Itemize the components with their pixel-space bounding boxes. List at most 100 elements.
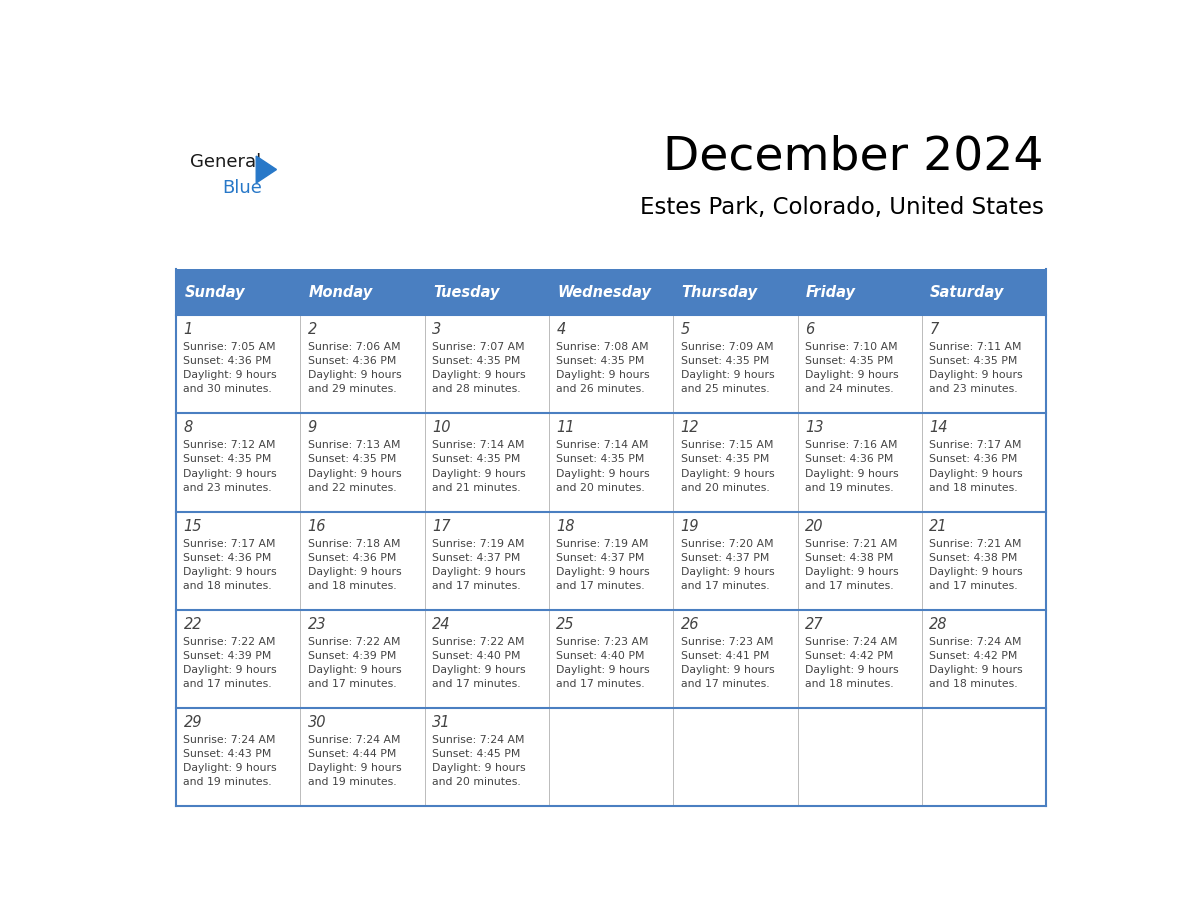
Text: Sunrise: 7:17 AM: Sunrise: 7:17 AM (929, 441, 1022, 450)
Bar (922, 269, 1047, 315)
Text: 7: 7 (929, 322, 939, 337)
Text: Sunrise: 7:22 AM: Sunrise: 7:22 AM (183, 637, 276, 647)
Text: 19: 19 (681, 519, 700, 533)
Text: Sunrise: 7:14 AM: Sunrise: 7:14 AM (556, 441, 649, 450)
Bar (549, 610, 674, 708)
Bar (301, 269, 424, 315)
Text: and 24 minutes.: and 24 minutes. (805, 385, 893, 395)
Text: Sunrise: 7:23 AM: Sunrise: 7:23 AM (556, 637, 649, 647)
Text: Daylight: 9 hours: Daylight: 9 hours (183, 763, 277, 773)
Text: and 19 minutes.: and 19 minutes. (805, 483, 893, 493)
Text: Sunrise: 7:24 AM: Sunrise: 7:24 AM (929, 637, 1022, 647)
Text: 16: 16 (308, 519, 327, 533)
Text: and 19 minutes.: and 19 minutes. (308, 778, 397, 788)
Text: 24: 24 (432, 617, 450, 632)
Bar (797, 269, 922, 315)
Text: Daylight: 9 hours: Daylight: 9 hours (805, 665, 898, 675)
Bar (301, 413, 424, 511)
Text: Sunrise: 7:23 AM: Sunrise: 7:23 AM (681, 637, 773, 647)
Text: Sunset: 4:43 PM: Sunset: 4:43 PM (183, 749, 272, 759)
Text: Sunset: 4:35 PM: Sunset: 4:35 PM (681, 454, 769, 465)
Text: Sunrise: 7:17 AM: Sunrise: 7:17 AM (183, 539, 276, 549)
Text: Sunset: 4:36 PM: Sunset: 4:36 PM (308, 553, 396, 563)
Text: Sunset: 4:35 PM: Sunset: 4:35 PM (556, 356, 645, 366)
Text: Sunset: 4:35 PM: Sunset: 4:35 PM (432, 454, 520, 465)
Text: Sunset: 4:36 PM: Sunset: 4:36 PM (929, 454, 1018, 465)
Text: Daylight: 9 hours: Daylight: 9 hours (183, 468, 277, 478)
Text: Sunrise: 7:18 AM: Sunrise: 7:18 AM (308, 539, 400, 549)
Text: Sunrise: 7:05 AM: Sunrise: 7:05 AM (183, 342, 276, 352)
Bar (674, 269, 797, 315)
Text: and 21 minutes.: and 21 minutes. (432, 483, 520, 493)
Text: and 26 minutes.: and 26 minutes. (556, 385, 645, 395)
Text: and 20 minutes.: and 20 minutes. (432, 778, 520, 788)
Text: and 23 minutes.: and 23 minutes. (183, 483, 272, 493)
Text: Sunrise: 7:06 AM: Sunrise: 7:06 AM (308, 342, 400, 352)
Text: 15: 15 (183, 519, 202, 533)
Bar (176, 511, 301, 610)
Text: Sunrise: 7:24 AM: Sunrise: 7:24 AM (805, 637, 897, 647)
Text: Sunrise: 7:19 AM: Sunrise: 7:19 AM (556, 539, 649, 549)
Text: 25: 25 (556, 617, 575, 632)
Text: Daylight: 9 hours: Daylight: 9 hours (929, 665, 1023, 675)
Text: and 18 minutes.: and 18 minutes. (929, 483, 1018, 493)
Text: Sunrise: 7:14 AM: Sunrise: 7:14 AM (432, 441, 525, 450)
Text: Sunrise: 7:21 AM: Sunrise: 7:21 AM (805, 539, 897, 549)
Text: and 28 minutes.: and 28 minutes. (432, 385, 520, 395)
Text: Daylight: 9 hours: Daylight: 9 hours (805, 566, 898, 577)
Bar (425, 413, 549, 511)
Text: Sunset: 4:35 PM: Sunset: 4:35 PM (183, 454, 272, 465)
Text: Sunrise: 7:09 AM: Sunrise: 7:09 AM (681, 342, 773, 352)
Text: Sunset: 4:35 PM: Sunset: 4:35 PM (308, 454, 396, 465)
Text: Daylight: 9 hours: Daylight: 9 hours (556, 665, 650, 675)
Text: Sunrise: 7:11 AM: Sunrise: 7:11 AM (929, 342, 1022, 352)
Text: and 17 minutes.: and 17 minutes. (556, 679, 645, 689)
Text: 6: 6 (805, 322, 814, 337)
Text: Sunrise: 7:22 AM: Sunrise: 7:22 AM (432, 637, 525, 647)
Text: Sunset: 4:36 PM: Sunset: 4:36 PM (183, 356, 272, 366)
Text: Estes Park, Colorado, United States: Estes Park, Colorado, United States (639, 196, 1043, 219)
Text: 23: 23 (308, 617, 327, 632)
Bar (301, 610, 424, 708)
Text: Daylight: 9 hours: Daylight: 9 hours (432, 665, 526, 675)
Text: 3: 3 (432, 322, 441, 337)
Text: 18: 18 (556, 519, 575, 533)
Text: Sunset: 4:45 PM: Sunset: 4:45 PM (432, 749, 520, 759)
Text: and 17 minutes.: and 17 minutes. (308, 679, 397, 689)
Text: Daylight: 9 hours: Daylight: 9 hours (308, 763, 402, 773)
Text: and 19 minutes.: and 19 minutes. (183, 778, 272, 788)
Text: Daylight: 9 hours: Daylight: 9 hours (929, 566, 1023, 577)
Bar (797, 708, 922, 806)
Text: Sunday: Sunday (184, 285, 245, 299)
Text: and 17 minutes.: and 17 minutes. (432, 581, 520, 591)
Text: and 17 minutes.: and 17 minutes. (805, 581, 893, 591)
Text: Daylight: 9 hours: Daylight: 9 hours (681, 468, 775, 478)
Text: Daylight: 9 hours: Daylight: 9 hours (929, 468, 1023, 478)
Bar (549, 269, 674, 315)
Bar (425, 315, 549, 413)
Text: Daylight: 9 hours: Daylight: 9 hours (681, 370, 775, 380)
Text: 26: 26 (681, 617, 700, 632)
Text: Sunset: 4:36 PM: Sunset: 4:36 PM (183, 553, 272, 563)
Bar (425, 708, 549, 806)
Text: 29: 29 (183, 715, 202, 730)
Text: and 17 minutes.: and 17 minutes. (432, 679, 520, 689)
Text: Monday: Monday (309, 285, 373, 299)
Text: Daylight: 9 hours: Daylight: 9 hours (308, 370, 402, 380)
Text: Sunrise: 7:19 AM: Sunrise: 7:19 AM (432, 539, 525, 549)
Text: 17: 17 (432, 519, 450, 533)
Text: Sunrise: 7:15 AM: Sunrise: 7:15 AM (681, 441, 773, 450)
Bar (674, 511, 797, 610)
Text: Sunset: 4:36 PM: Sunset: 4:36 PM (805, 454, 893, 465)
Text: 28: 28 (929, 617, 948, 632)
Text: Sunset: 4:37 PM: Sunset: 4:37 PM (556, 553, 645, 563)
Text: Friday: Friday (805, 285, 855, 299)
Text: 30: 30 (308, 715, 327, 730)
Text: and 20 minutes.: and 20 minutes. (681, 483, 770, 493)
Text: Sunset: 4:35 PM: Sunset: 4:35 PM (432, 356, 520, 366)
Text: Daylight: 9 hours: Daylight: 9 hours (556, 468, 650, 478)
Text: Sunset: 4:44 PM: Sunset: 4:44 PM (308, 749, 396, 759)
Text: December 2024: December 2024 (663, 135, 1043, 180)
Text: 13: 13 (805, 420, 823, 435)
Text: 27: 27 (805, 617, 823, 632)
